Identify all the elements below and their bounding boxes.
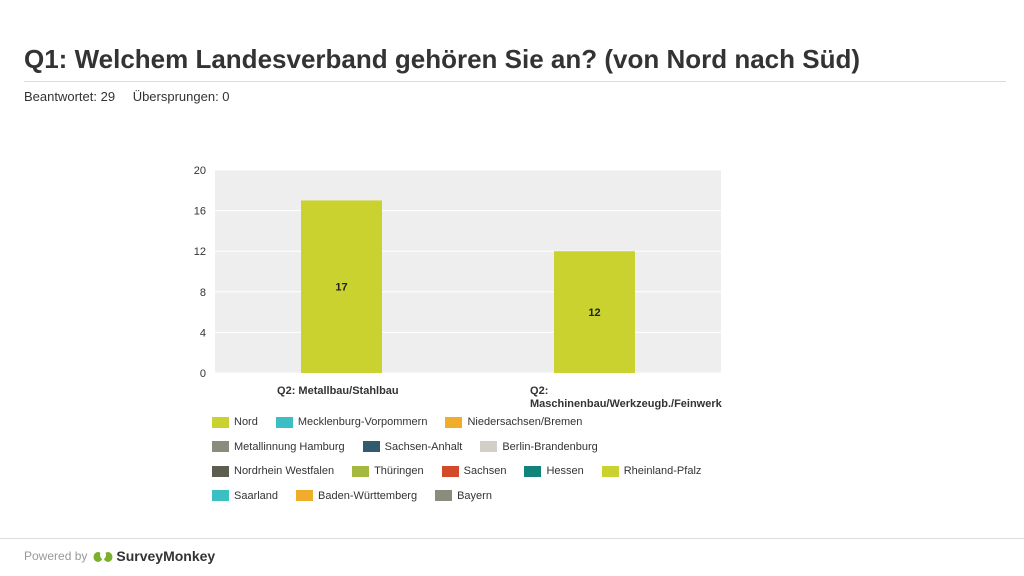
legend-swatch (601, 465, 619, 477)
legend-item: Berlin-Brandenburg (480, 440, 598, 453)
legend-swatch (480, 441, 498, 453)
legend-label: Bayern (457, 489, 492, 502)
page-title: Q1: Welchem Landesverband gehören Sie an… (24, 44, 860, 74)
surveymonkey-logo-icon (93, 551, 113, 562)
y-tick-label: 16 (194, 206, 206, 218)
legend-item: Mecklenburg-Vorpommern (275, 416, 428, 429)
footer: Powered by SurveyMonkey (24, 548, 215, 564)
legend-label: Hessen (546, 465, 584, 478)
legend-item: Hessen (524, 465, 584, 478)
chart-legend: Nord Mecklenburg-Vorpommern Niedersachsen/… (212, 410, 752, 508)
legend-swatch (275, 416, 293, 428)
legend-item: Saarland (212, 490, 278, 502)
logo-center (100, 551, 107, 559)
x-axis-labels: Q2: Metallbau/Stahlbau Q2: Maschinenbau/We… (277, 385, 723, 410)
legend-label: Thüringen (374, 465, 424, 478)
y-tick-label: 0 (200, 368, 206, 380)
legend-swatch (212, 416, 229, 428)
bar-value-label: 17 (335, 282, 347, 294)
y-tick-label: 20 (194, 165, 206, 177)
legend-swatch (441, 465, 459, 477)
legend-swatch (296, 490, 314, 502)
surveymonkey-logo: SurveyMonkey (93, 548, 215, 564)
legend-item: Nordrhein Westfalen (212, 465, 334, 477)
legend-label: Saarland (234, 489, 279, 502)
legend-swatch (445, 416, 463, 428)
legend-item: Nord (212, 416, 258, 428)
legend-swatch (362, 441, 380, 453)
response-stats: Beantwortet: 29 Übersprungen: 0 (24, 89, 230, 104)
bar (554, 251, 635, 373)
plot-background (215, 170, 721, 373)
legend-label: Niedersachsen/Bremen (467, 416, 583, 429)
skipped-count: Übersprungen: 0 (132, 89, 230, 104)
x-tick-label: Q2: Metallbau/Stahlbau (277, 385, 399, 397)
legend-row: Nord Mecklenburg-Vorpommern Niedersachsen/… (212, 410, 752, 435)
legend-swatch (435, 490, 453, 502)
brand-name: SurveyMonkey (116, 548, 216, 564)
y-tick-label: 4 (200, 327, 206, 339)
legend-item: Sachsen-Anhalt (362, 440, 463, 453)
legend-label: Nord (234, 416, 258, 429)
legend-swatch (524, 465, 542, 477)
legend-label: Berlin-Brandenburg (502, 440, 598, 453)
legend-row: Metallinnung Hamburg Sachsen-Anhalt Berlin… (212, 435, 752, 460)
legend-item: Metallinnung Hamburg (212, 441, 345, 453)
legend-item: Rheinland-Pfalz (601, 465, 702, 478)
bars (301, 200, 635, 373)
y-axis-ticks: 0 4 8 12 16 20 (194, 165, 206, 380)
legend-swatch (212, 465, 229, 477)
bar-value-label: 12 (588, 307, 600, 319)
legend-row: Saarland Baden-Württemberg Bayern (212, 484, 752, 509)
legend-swatch (352, 465, 370, 477)
legend-label: Mecklenburg-Vorpommern (297, 416, 428, 429)
title-divider (24, 81, 1006, 82)
legend-item: Niedersachsen/Bremen (445, 416, 582, 428)
grid-lines (215, 169, 721, 374)
y-tick-label: 8 (200, 287, 206, 299)
legend-label: Sachsen-Anhalt (384, 440, 463, 453)
legend-label: Baden-Württemberg (318, 489, 418, 502)
legend-swatch (212, 490, 229, 502)
y-tick-label: 12 (194, 246, 206, 258)
legend-label: Metallinnung Hamburg (234, 440, 345, 453)
legend-label: Nordrhein Westfalen (234, 465, 335, 478)
legend-item: Baden-Württemberg (296, 490, 417, 502)
legend-row: Nordrhein Westfalen Thüringen Sachsen Hesse… (212, 459, 752, 484)
bar (301, 200, 382, 373)
legend-swatch (212, 441, 229, 453)
legend-label: Sachsen (463, 465, 507, 478)
legend-item: Bayern (435, 490, 492, 502)
legend-label: Rheinland-Pfalz (623, 465, 702, 478)
answered-count: Beantwortet: 29 (24, 89, 116, 104)
x-tick-label: Q2: Maschinenbau/Werkzeugb./Feinwerk (530, 385, 723, 410)
footer-divider (0, 538, 1024, 539)
legend-item: Sachsen (441, 465, 507, 478)
legend-item: Thüringen (352, 465, 424, 477)
powered-by-label: Powered by (24, 549, 88, 563)
